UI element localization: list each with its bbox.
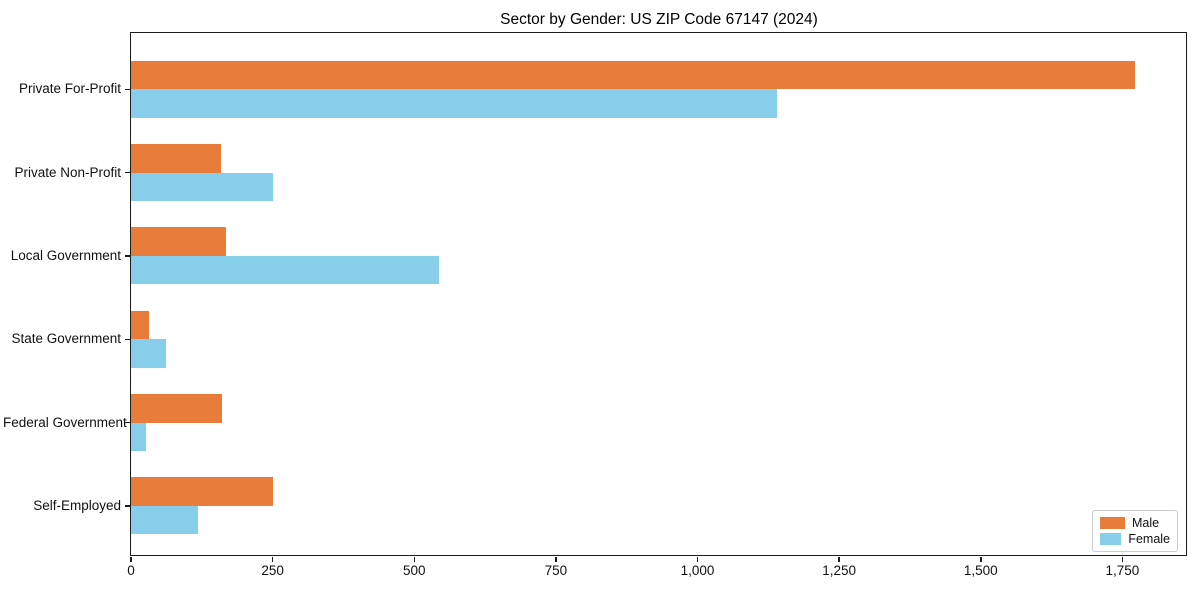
y-tick (125, 171, 130, 174)
bar-male-1 (131, 144, 222, 173)
legend-item-male: Male (1100, 517, 1170, 530)
x-tick (555, 557, 557, 562)
legend-swatch-female-icon (1100, 532, 1122, 545)
x-tick-label: 1,500 (963, 563, 998, 578)
bar-female-3 (131, 339, 167, 368)
bar-male-4 (131, 394, 222, 423)
legend-label-female: Female (1128, 531, 1170, 546)
bar-female-4 (131, 422, 147, 452)
bar-male-5 (131, 477, 274, 506)
x-tick-label: 0 (127, 563, 135, 578)
x-tick-label: 250 (261, 563, 284, 578)
legend: Male Female (1092, 510, 1178, 552)
plot-area (130, 32, 1187, 556)
x-tick (696, 557, 699, 562)
x-tick-label: 1,000 (680, 563, 715, 578)
x-tick (1121, 557, 1124, 562)
y-category-label: Federal Government (3, 414, 127, 430)
x-tick-label: 1,750 (1105, 563, 1140, 578)
x-tick (271, 557, 274, 562)
x-tick (413, 557, 415, 562)
y-tick (125, 505, 130, 507)
bar-female-0 (131, 89, 778, 118)
legend-label-male: Male (1132, 516, 1160, 530)
y-category-label: Self-Employed (33, 497, 121, 513)
y-category-label: Private Non-Profit (14, 164, 121, 180)
x-tick-label: 1,250 (822, 563, 857, 578)
bar-female-5 (131, 505, 199, 535)
chart-title: Sector by Gender: US ZIP Code 67147 (202… (500, 11, 818, 28)
bar-female-1 (131, 172, 274, 202)
bar-male-3 (131, 310, 150, 340)
y-category-label: Local Government (10, 247, 121, 263)
x-tick (130, 557, 132, 562)
bar-male-2 (131, 227, 227, 256)
x-tick (980, 557, 982, 562)
x-tick-label: 500 (402, 563, 426, 578)
y-tick (125, 88, 130, 91)
bar-female-2 (131, 255, 440, 285)
x-tick (838, 557, 840, 562)
y-tick (125, 255, 130, 257)
y-category-label: State Government (11, 331, 121, 347)
bar-male-0 (131, 60, 1135, 90)
legend-item-female: Female (1100, 531, 1170, 546)
y-tick (125, 338, 130, 341)
x-tick-label: 750 (544, 563, 568, 578)
y-tick (125, 421, 130, 424)
legend-swatch-male-icon (1100, 517, 1125, 530)
y-category-label: Private For-Profit (18, 81, 121, 97)
